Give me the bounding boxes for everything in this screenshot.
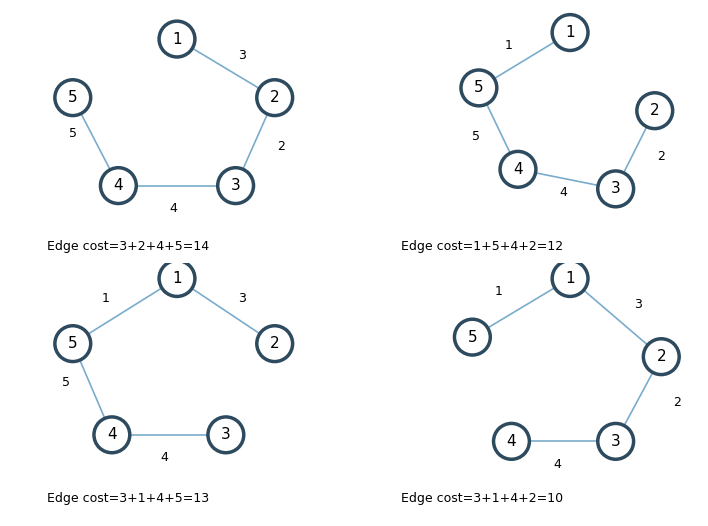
- Circle shape: [500, 151, 536, 187]
- Circle shape: [644, 339, 679, 375]
- Text: 2: 2: [656, 349, 666, 364]
- Text: 4: 4: [513, 162, 523, 177]
- Text: 2: 2: [657, 150, 666, 163]
- Text: 3: 3: [238, 291, 246, 305]
- Text: 5: 5: [62, 376, 70, 389]
- Circle shape: [208, 417, 244, 453]
- Circle shape: [101, 168, 136, 204]
- Circle shape: [55, 326, 91, 361]
- Text: 2: 2: [673, 396, 682, 409]
- Circle shape: [257, 326, 292, 361]
- Text: 4: 4: [170, 202, 178, 215]
- Circle shape: [455, 319, 490, 355]
- Circle shape: [55, 80, 91, 116]
- Circle shape: [218, 168, 253, 204]
- Circle shape: [598, 171, 634, 207]
- Text: 5: 5: [69, 127, 76, 140]
- Circle shape: [637, 93, 673, 129]
- Text: 4: 4: [107, 427, 117, 442]
- Text: Edge cost=3+1+4+2=10: Edge cost=3+1+4+2=10: [401, 492, 563, 505]
- Text: 3: 3: [611, 434, 620, 449]
- Text: 3: 3: [611, 181, 620, 196]
- Text: 3: 3: [634, 298, 642, 311]
- Text: 1: 1: [565, 25, 575, 40]
- Text: 5: 5: [68, 90, 78, 105]
- Text: 2: 2: [650, 103, 660, 118]
- Circle shape: [493, 423, 530, 459]
- Text: 2: 2: [270, 336, 280, 351]
- Text: Edge cost=1+5+4+2=12: Edge cost=1+5+4+2=12: [401, 240, 563, 253]
- Circle shape: [598, 423, 634, 459]
- Text: 3: 3: [231, 178, 241, 193]
- Circle shape: [552, 260, 588, 297]
- Circle shape: [257, 80, 292, 116]
- Text: 4: 4: [113, 178, 123, 193]
- Text: 1: 1: [494, 285, 503, 298]
- Text: 1: 1: [172, 271, 182, 286]
- Text: 5: 5: [68, 336, 78, 351]
- Circle shape: [552, 15, 588, 50]
- Text: 4: 4: [559, 186, 568, 199]
- Text: 1: 1: [565, 271, 575, 286]
- Circle shape: [461, 70, 497, 106]
- Circle shape: [94, 417, 130, 453]
- Text: 3: 3: [221, 427, 231, 442]
- Text: 2: 2: [278, 140, 285, 153]
- Text: 4: 4: [160, 451, 168, 464]
- Text: 4: 4: [553, 458, 561, 471]
- Text: 4: 4: [507, 434, 516, 449]
- Text: 5: 5: [472, 130, 479, 143]
- Text: Edge cost=3+2+4+5=14: Edge cost=3+2+4+5=14: [47, 240, 209, 253]
- Circle shape: [159, 260, 195, 297]
- Text: Edge cost=3+1+4+5=13: Edge cost=3+1+4+5=13: [47, 492, 209, 505]
- Text: 1: 1: [101, 291, 109, 305]
- Text: 2: 2: [270, 90, 280, 105]
- Text: 5: 5: [474, 80, 484, 95]
- Text: 1: 1: [172, 32, 182, 47]
- Text: 1: 1: [504, 39, 512, 52]
- Circle shape: [159, 21, 195, 57]
- Text: 3: 3: [238, 49, 246, 62]
- Text: 5: 5: [467, 330, 477, 345]
